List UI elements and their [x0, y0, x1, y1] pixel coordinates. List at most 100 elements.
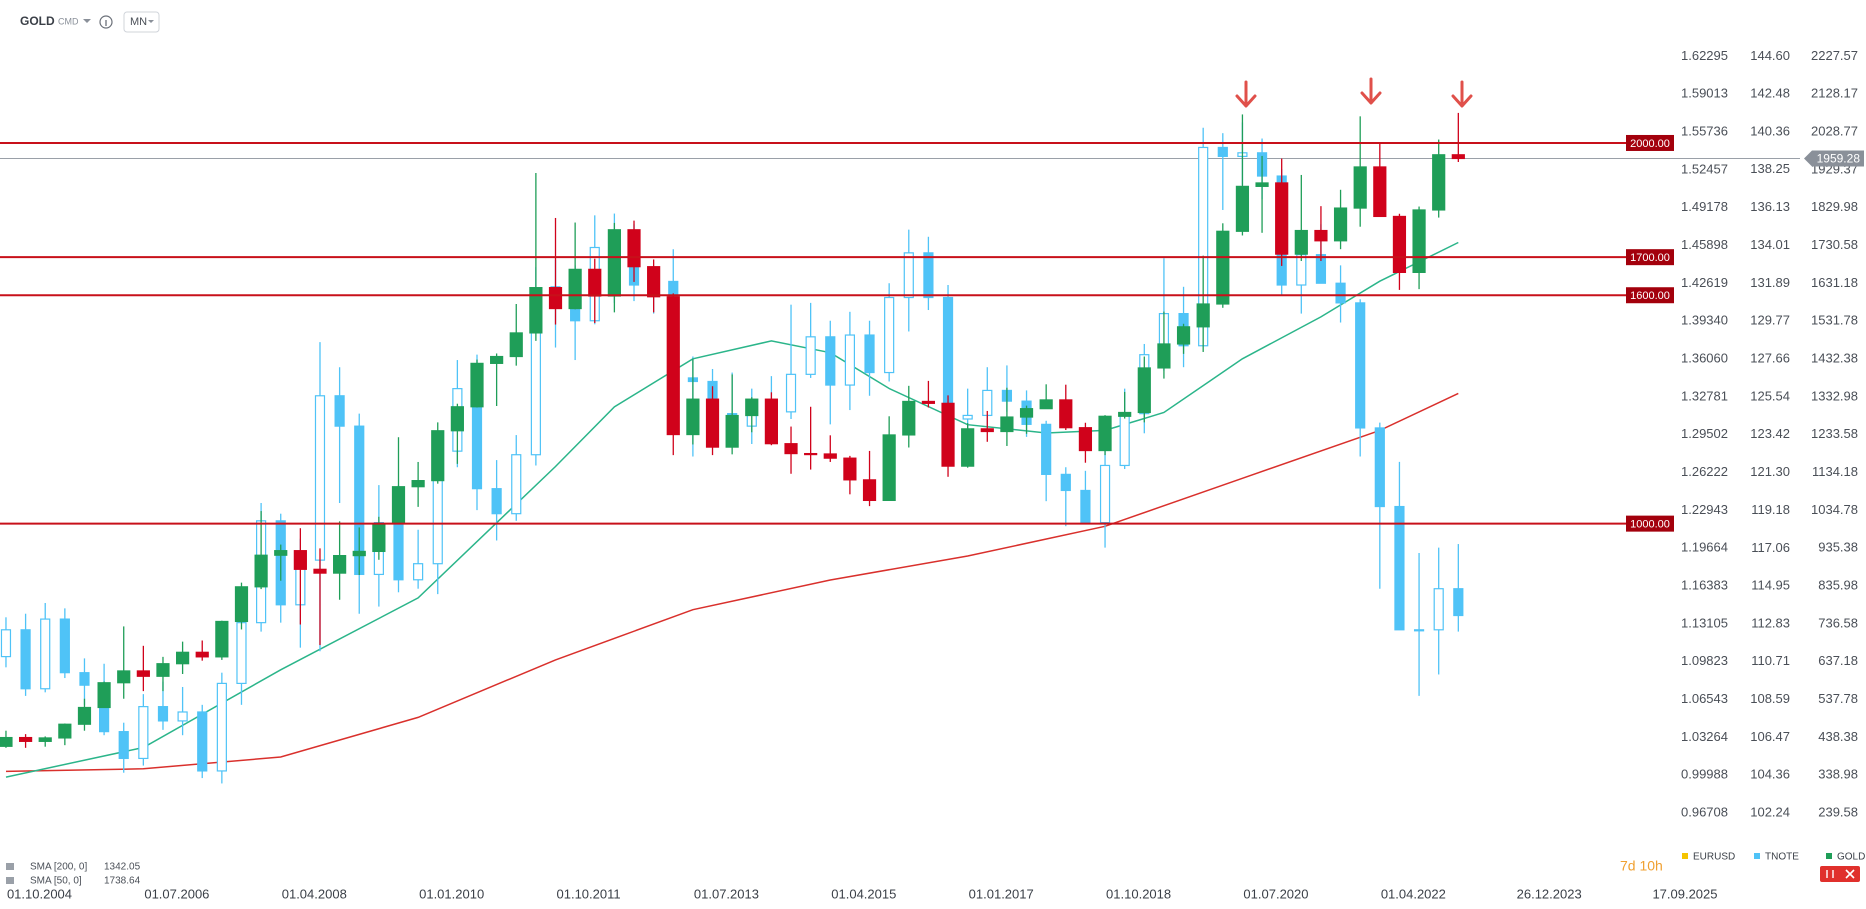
candle-body — [804, 452, 818, 456]
candle-body — [1392, 215, 1407, 273]
candle-body — [921, 400, 936, 404]
legend-swatch — [1682, 853, 1688, 859]
sma-line — [5, 392, 1459, 773]
gold-tick-label: 2227.57 — [1811, 48, 1858, 63]
x-tick-label: 01.04.2008 — [282, 886, 347, 901]
gold-tick-label: 2128.17 — [1811, 86, 1858, 101]
gold-tick-label: 2028.77 — [1811, 123, 1858, 138]
candle-body — [215, 620, 229, 658]
candle-body — [903, 252, 914, 299]
candle-body — [548, 287, 563, 310]
interval-dropdown[interactable] — [148, 20, 154, 23]
tnote-tick-label: 108.59 — [1750, 691, 1790, 706]
candle-body — [509, 332, 523, 358]
x-tick-label: 01.07.2020 — [1243, 886, 1308, 901]
tnote-tick-label: 110.71 — [1751, 653, 1790, 668]
candle-body — [1176, 326, 1191, 345]
candle-body — [136, 670, 150, 677]
tnote-tick-label: 136.13 — [1750, 199, 1790, 214]
tnote-tick-label: 121.30 — [1750, 464, 1790, 479]
eurusd-tick-label: 1.49178 — [1681, 199, 1728, 214]
sma-legend-value: 1342.05 — [104, 862, 141, 873]
candle-body — [511, 454, 522, 515]
candle-body — [1433, 588, 1444, 631]
candle-body — [314, 395, 326, 561]
candle-body — [1098, 415, 1112, 452]
level-label: 1700.00 — [1630, 252, 1670, 264]
eurusd-tick-label: 0.99988 — [1681, 767, 1728, 782]
candle-body — [1196, 303, 1210, 328]
gold-tick-label: 438.38 — [1818, 729, 1858, 744]
candle-body — [1060, 473, 1071, 492]
gold-tick-label: 1332.98 — [1811, 388, 1858, 403]
tnote-tick-label: 134.01 — [1750, 237, 1790, 252]
candle-body — [236, 622, 247, 684]
candle-body — [745, 398, 759, 417]
candle-body — [138, 706, 149, 760]
eurusd-tick-label: 1.55736 — [1681, 123, 1728, 138]
candle-body — [1275, 182, 1289, 255]
candle-body — [334, 395, 345, 427]
plot: 2227.572128.172028.771929.371829.981730.… — [0, 48, 1865, 901]
legend-label: GOLD — [1837, 852, 1865, 863]
candle-body — [490, 355, 504, 364]
candle-body — [1412, 209, 1426, 273]
interval[interactable]: MN — [130, 16, 147, 28]
x-tick-label: 01.01.2010 — [419, 886, 484, 901]
candle-body — [20, 629, 31, 690]
close-icon — [1845, 869, 1855, 879]
candle-body — [391, 486, 406, 525]
x-tick-label: 01.07.2013 — [694, 886, 759, 901]
candle-body — [234, 586, 249, 623]
candle-body — [59, 618, 70, 674]
level-label: 1600.00 — [1630, 290, 1670, 302]
sma-legend-value: 1738.64 — [104, 876, 141, 887]
candle-body — [293, 550, 307, 570]
type-dropdown[interactable] — [83, 19, 91, 23]
tnote-tick-label: 106.47 — [1750, 729, 1790, 744]
symbol-type[interactable]: CMD — [58, 16, 79, 26]
legend-swatch — [1754, 853, 1760, 859]
tnote-tick-label: 142.48 — [1750, 86, 1790, 101]
candle-body — [393, 522, 404, 581]
price-label-box — [1804, 150, 1864, 167]
level-label-box — [1626, 134, 1674, 151]
x-tick-label: 01.04.2015 — [831, 886, 896, 901]
gold-tick-label: 338.98 — [1818, 767, 1858, 782]
gold-tick-label: 1730.58 — [1811, 237, 1858, 252]
candle-body — [77, 706, 92, 725]
price-label: 1959.28 — [1817, 152, 1861, 166]
candle-body — [1118, 411, 1132, 417]
gold-tick-label: 1829.98 — [1811, 199, 1858, 214]
candle-body — [588, 268, 602, 297]
sma-line — [5, 241, 1459, 778]
candle-body — [1335, 282, 1346, 304]
candle-body — [38, 737, 52, 742]
eurusd-tick-label: 1.45898 — [1681, 237, 1728, 252]
candle-body — [1041, 423, 1052, 475]
x-tick-label: 01.04.2022 — [1381, 886, 1446, 901]
tnote-tick-label: 129.77 — [1750, 313, 1790, 328]
candle-body — [274, 550, 288, 556]
tnote-tick-label: 144.60 — [1750, 48, 1790, 63]
gold-tick-label: 736.58 — [1818, 615, 1858, 630]
interval-box[interactable] — [123, 11, 160, 33]
eurusd-tick-label: 1.09823 — [1681, 653, 1728, 668]
close-button[interactable] — [1820, 866, 1860, 882]
tnote-tick-label: 117.06 — [1751, 540, 1790, 555]
gold-tick-label: 935.38 — [1818, 540, 1858, 555]
candle-body — [177, 711, 188, 722]
candle-body — [411, 480, 425, 488]
candle-body — [470, 362, 484, 408]
candle-body — [686, 398, 700, 436]
info-icon[interactable] — [99, 15, 113, 29]
footer: 7d 10h — [1620, 858, 1860, 882]
candle-body — [1039, 399, 1053, 410]
candle-body — [884, 296, 895, 374]
candle-body — [627, 229, 641, 268]
gold-tick-label: 1432.38 — [1811, 350, 1858, 365]
tnote-tick-label: 119.18 — [1751, 502, 1790, 517]
candle-body — [1294, 229, 1308, 255]
eurusd-tick-label: 1.32781 — [1681, 388, 1728, 403]
